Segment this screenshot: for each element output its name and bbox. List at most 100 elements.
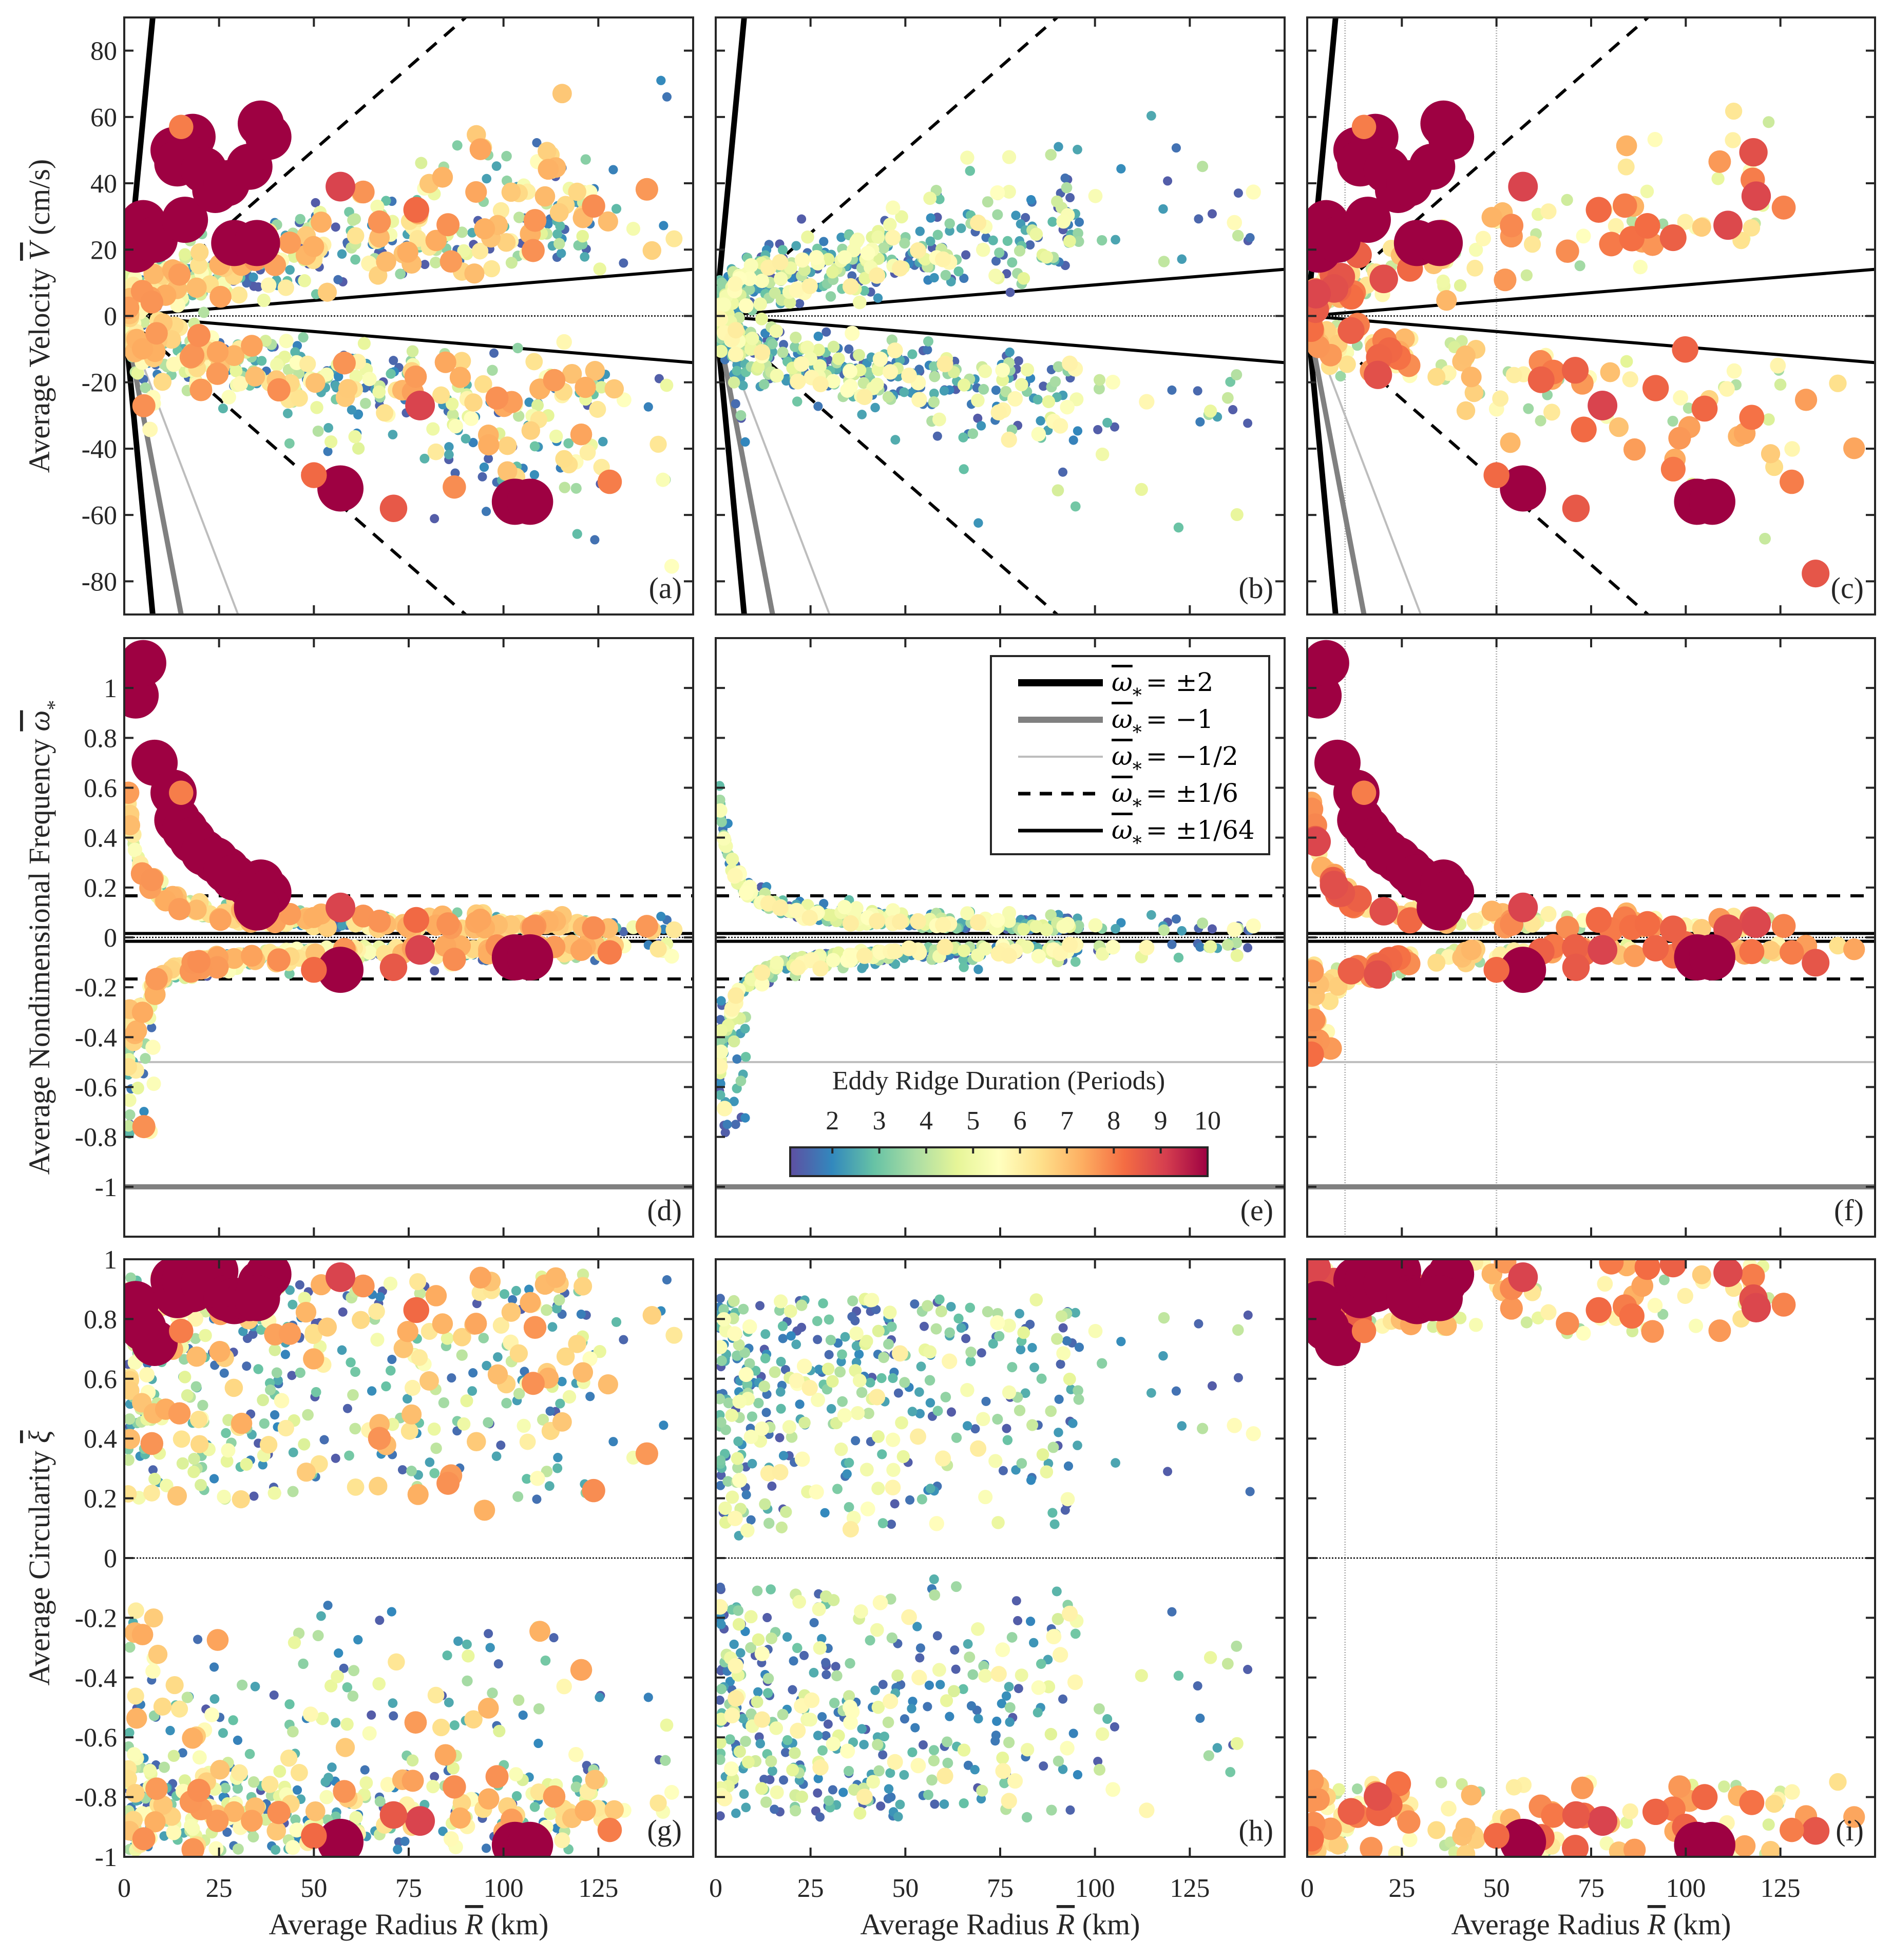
- data-point: [124, 1642, 136, 1653]
- data-point: [230, 286, 248, 304]
- data-point: [598, 211, 618, 232]
- data-point: [920, 1321, 929, 1331]
- data-point: [153, 1795, 173, 1815]
- data-point: [976, 421, 986, 431]
- data-point: [568, 1335, 586, 1353]
- data-point: [878, 1750, 888, 1760]
- data-point: [1001, 948, 1017, 964]
- data-point: [716, 297, 731, 312]
- data-point: [197, 1399, 208, 1411]
- data-point: [1053, 361, 1064, 372]
- data-point: [1158, 924, 1170, 936]
- data-point: [482, 174, 491, 184]
- data-point: [720, 1128, 730, 1138]
- data-point: [278, 232, 301, 254]
- data-point: [124, 1454, 135, 1466]
- data-point: [256, 1324, 266, 1335]
- data-point: [449, 1807, 471, 1829]
- data-point: [249, 272, 258, 282]
- data-point: [858, 272, 872, 285]
- data-point: [165, 1725, 175, 1736]
- data-point: [1058, 467, 1068, 477]
- data-point: [1025, 240, 1035, 250]
- data-point: [859, 1740, 869, 1750]
- data-point: [209, 1662, 219, 1672]
- data-point: [1207, 1381, 1217, 1391]
- data-point: [945, 1712, 954, 1721]
- data-point: [1227, 921, 1243, 937]
- data-point: [649, 435, 667, 453]
- data-point: [284, 1699, 295, 1709]
- data-point: [501, 182, 521, 202]
- data-point: [767, 1481, 777, 1491]
- data-point: [574, 1277, 593, 1296]
- data-point: [800, 340, 814, 355]
- data-point: [537, 1413, 549, 1426]
- reference-line: [716, 314, 1285, 364]
- data-point: [126, 1784, 145, 1803]
- data-point: [124, 815, 141, 836]
- data-point: [218, 1728, 228, 1738]
- data-point: [557, 1377, 567, 1387]
- data-point: [754, 964, 771, 981]
- data-point: [456, 1349, 468, 1361]
- data-point: [929, 273, 939, 283]
- data-point: [393, 1844, 403, 1854]
- data-point: [534, 186, 556, 207]
- data-point: [127, 842, 142, 857]
- data-point: [253, 1364, 263, 1374]
- data-point: [349, 1811, 363, 1824]
- data-point: [210, 1760, 230, 1780]
- data-point: [493, 1724, 506, 1738]
- data-point: [772, 254, 789, 271]
- data-point: [471, 242, 489, 260]
- data-point: [580, 154, 591, 165]
- data-point: [400, 1836, 410, 1846]
- data-point: [1207, 209, 1217, 219]
- data-point: [270, 358, 284, 372]
- data-point: [895, 210, 908, 224]
- data-point: [870, 402, 880, 413]
- data-point: [958, 954, 968, 965]
- data-point: [319, 1790, 334, 1804]
- data-point: [925, 236, 935, 246]
- data-point: [995, 362, 1010, 378]
- data-point: [1054, 142, 1063, 152]
- data-point: [388, 1653, 405, 1671]
- data-point: [404, 1379, 421, 1396]
- data-point: [590, 535, 600, 545]
- data-point: [285, 265, 295, 275]
- data-point: [562, 363, 582, 384]
- data-point: [444, 442, 454, 452]
- data-point: [910, 1723, 920, 1733]
- data-point: [484, 1629, 493, 1639]
- data-point: [219, 1368, 229, 1378]
- data-point: [419, 1371, 439, 1391]
- x-tick-label: 75: [395, 1874, 422, 1903]
- data-point: [249, 1491, 259, 1501]
- data-point: [438, 1397, 449, 1409]
- data-point: [809, 1618, 819, 1627]
- data-point: [817, 1712, 827, 1722]
- data-point: [582, 916, 605, 940]
- data-point: [869, 913, 886, 930]
- data-point: [1029, 920, 1043, 933]
- data-point: [827, 340, 840, 353]
- highlight-point: [379, 494, 408, 523]
- data-point: [849, 901, 864, 916]
- data-point: [1014, 356, 1023, 366]
- data-point: [1013, 1616, 1023, 1625]
- data-point: [872, 351, 888, 367]
- data-point: [370, 199, 385, 214]
- data-point: [886, 200, 901, 215]
- data-point: [1014, 1684, 1023, 1694]
- y-tick-label: -1: [95, 1843, 117, 1872]
- data-point: [732, 366, 742, 376]
- data-point: [248, 1329, 258, 1339]
- data-point: [481, 507, 491, 516]
- data-point: [918, 1740, 928, 1750]
- data-point: [485, 1765, 509, 1789]
- data-point: [762, 1613, 772, 1623]
- data-point: [295, 1301, 317, 1323]
- data-point: [724, 1001, 740, 1017]
